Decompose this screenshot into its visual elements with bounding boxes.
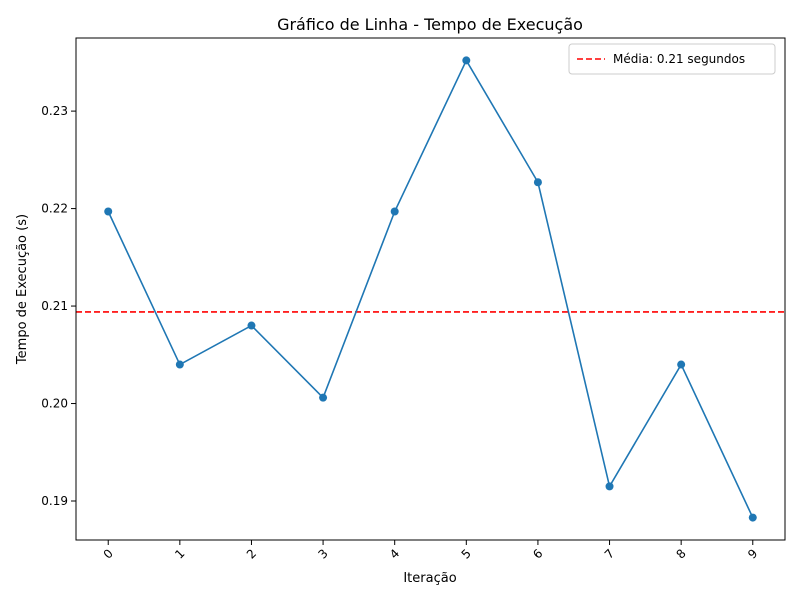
data-point	[104, 207, 113, 216]
data-point	[748, 513, 757, 522]
series-line	[107, 58, 754, 518]
data-point	[390, 207, 399, 216]
x-axis-label: Iteração	[403, 571, 456, 586]
y-axis-label: Tempo de Execução (s)	[15, 214, 30, 365]
data-point	[677, 360, 686, 369]
legend: Média: 0.21 segundos	[568, 43, 776, 75]
legend-label: Média: 0.21 segundos	[613, 52, 745, 66]
y-tick-label: 0.21	[41, 299, 68, 313]
y-tick-label: 0.23	[41, 104, 68, 118]
data-point	[319, 393, 328, 402]
axes-frame	[75, 37, 786, 541]
y-tick-label: 0.20	[41, 397, 68, 411]
data-point	[247, 321, 256, 330]
y-tick-label: 0.19	[41, 494, 68, 508]
data-point	[533, 178, 542, 187]
data-point	[462, 56, 471, 65]
legend-box	[568, 43, 776, 75]
data-point	[605, 482, 614, 491]
y-tick-label: 0.22	[41, 202, 68, 216]
chart-title: Gráfico de Linha - Tempo de Execução	[277, 15, 583, 34]
data-point	[175, 360, 184, 369]
